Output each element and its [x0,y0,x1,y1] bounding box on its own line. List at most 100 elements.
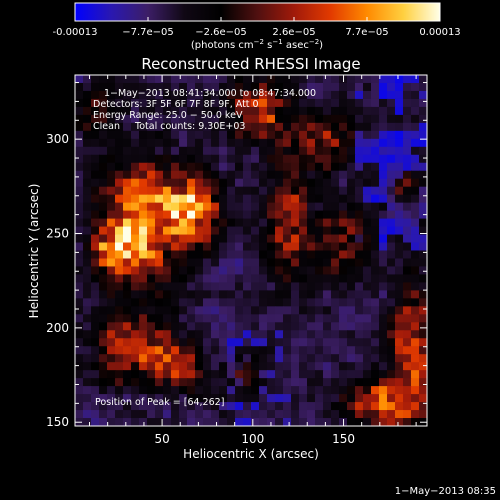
heatmap-cell [91,122,100,132]
colorbar-tick-label: 7.7e−05 [345,27,388,38]
heatmap-cell [267,258,276,268]
colorbar-tick-label: −7.7e−05 [122,27,174,38]
heatmap-cell [315,274,324,284]
annotation-time-range: 1−May−2013 08:41:34.000 to 08:47:34.000 [104,88,316,99]
heatmap-cell [355,410,364,419]
heatmap-cell [323,138,332,148]
heatmap-cell [203,154,212,164]
heatmap-cell [219,90,228,100]
heatmap-cell [227,306,236,315]
heatmap-cell [195,274,204,284]
heatmap-cell [395,210,404,220]
heatmap-cell [307,210,316,220]
heatmap-cell [171,378,180,387]
heatmap-cell [291,354,300,363]
heatmap-cell [155,90,164,100]
heatmap-cell [267,298,276,307]
heatmap-cell [131,242,140,252]
heatmap-cell [299,402,308,411]
heatmap-cell [219,338,228,347]
colorbar-tick-label: 2.6e−05 [272,27,315,38]
heatmap-cell [291,194,300,204]
heatmap-cell [323,186,332,196]
heatmap-cell [419,258,427,268]
heatmap-cell [227,106,236,116]
heatmap-cell [155,138,164,148]
heatmap-cell [331,218,340,228]
heatmap-cell [411,298,420,307]
heatmap-cell [315,170,324,180]
heatmap-cell [147,162,156,172]
heatmap-cell [99,402,108,411]
heatmap-cell [419,250,427,260]
heatmap-cell [75,170,84,180]
heatmap-cell [115,170,124,180]
heatmap-cell [259,162,268,172]
heatmap-cell [179,362,188,371]
heatmap-cell [411,226,420,236]
heatmap-cell [315,258,324,268]
heatmap-cell [251,226,260,236]
heatmap-cell [251,98,260,108]
heatmap-cell [267,378,276,387]
heatmap-cell [275,210,284,220]
heatmap-cell [243,266,252,276]
heatmap-cell [219,306,228,315]
heatmap-cell [139,114,148,124]
heatmap-cell [147,202,156,212]
colorbar-tick-label: -0.00013 [53,27,98,38]
heatmap-cell [187,290,196,299]
heatmap-cell [139,250,148,260]
heatmap-cell [99,266,108,276]
heatmap-cell [395,418,404,426]
heatmap-cell [195,354,204,363]
heatmap-cell [323,90,332,100]
heatmap-cell [83,378,92,387]
heatmap-cell [275,226,284,236]
heatmap-cell [299,394,308,403]
heatmap-cell [235,82,244,92]
heatmap-cell [251,354,260,363]
heatmap-cell [379,266,388,276]
heatmap-cell [371,354,380,363]
heatmap-cell [395,346,404,355]
heatmap-cell [411,130,420,140]
heatmap-cell [339,346,348,355]
heatmap-cell [139,130,148,140]
heatmap-cell [347,266,356,276]
heatmap-cell [139,170,148,180]
heatmap-cell [227,266,236,276]
heatmap-cell [147,282,156,291]
heatmap-cell [259,290,268,299]
heatmap-cell [283,106,292,116]
heatmap-cell [347,378,356,387]
heatmap-cell [283,378,292,387]
heatmap-cell [99,282,108,291]
x-tick-label: 150 [332,432,355,446]
heatmap-cell [395,154,404,164]
heatmap-cell [235,106,244,116]
heatmap-cell [171,218,180,228]
heatmap-cell [211,82,220,92]
heatmap-cell [235,226,244,236]
heatmap-cell [171,178,180,188]
heatmap-cell [131,146,140,156]
heatmap-cell [211,370,220,379]
heatmap-cell [227,290,236,299]
heatmap-cell [203,322,212,331]
heatmap-cell [259,266,268,276]
heatmap-cell [251,266,260,276]
heatmap-cell [147,90,156,100]
heatmap-cell [99,250,108,260]
heatmap-cell [139,218,148,228]
heatmap-cell [155,210,164,220]
heatmap-cell [155,370,164,379]
heatmap-cell [347,282,356,291]
heatmap-cell [115,138,124,148]
heatmap-cell [203,218,212,228]
heatmap-cell [259,122,268,132]
heatmap-cell [419,146,427,156]
heatmap-cell [403,226,412,236]
heatmap-cell [283,274,292,284]
heatmap-cell [163,378,172,387]
